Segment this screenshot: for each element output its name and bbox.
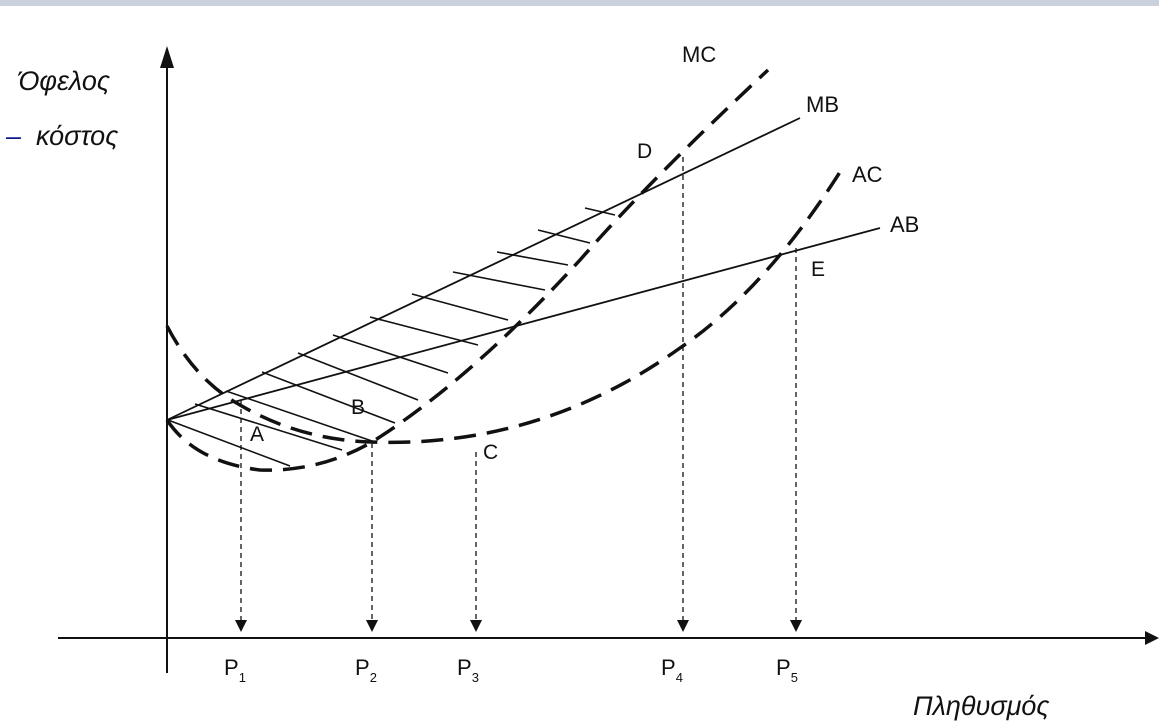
point-label-c: C: [483, 441, 498, 464]
y-axis-title-line2: κόστος: [36, 121, 119, 151]
y-axis-title-line1: Όφελος: [17, 66, 111, 96]
point-label-e: E: [811, 258, 825, 281]
point-label-b: B: [351, 396, 365, 419]
y-axis-arrow: [160, 46, 174, 68]
tick-label-p2: P2: [355, 655, 377, 685]
x-axis-arrow: [1145, 631, 1159, 645]
curve-label-mb: MB: [806, 92, 839, 117]
curve-label-ac: AC: [852, 162, 883, 187]
ab-line: [166, 227, 881, 421]
top-band: [0, 0, 1159, 6]
curve-label-mc: MC: [682, 42, 716, 67]
curve-label-ab: AB: [890, 212, 919, 237]
x-axis-title: Πληθυσμός: [913, 691, 1050, 721]
mc-curve: [165, 68, 770, 472]
tick-label-p4: P4: [661, 655, 683, 685]
tick-label-p3: P3: [457, 655, 479, 685]
mb-line: [166, 117, 801, 421]
point-label-d: D: [637, 140, 652, 163]
surplus-hatching: [167, 207, 616, 467]
ac-curve: [165, 171, 842, 445]
tick-label-p5: P5: [776, 655, 798, 685]
y-axis-title-dash: –: [5, 121, 22, 151]
point-label-a: A: [250, 423, 264, 446]
tick-label-p1: P1: [224, 655, 246, 685]
